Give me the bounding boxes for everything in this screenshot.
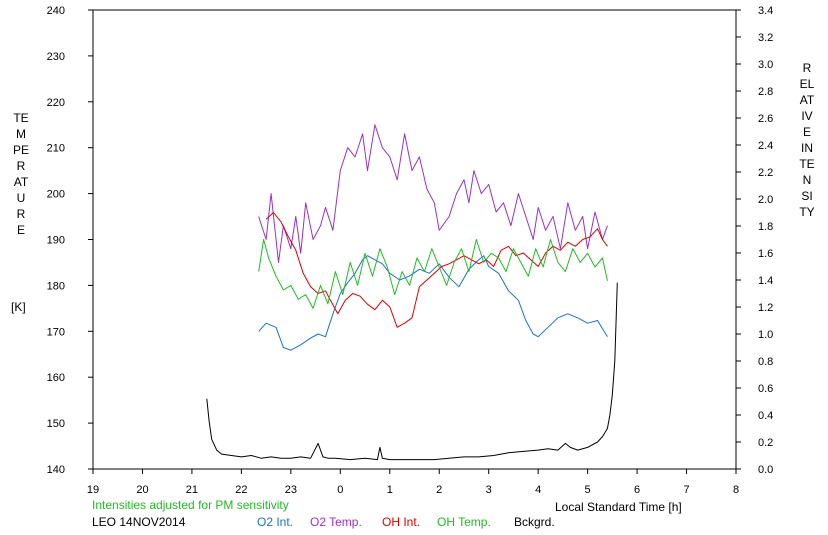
right-tick-label: 1.2: [758, 302, 773, 314]
right-tick-label: 2.6: [758, 113, 773, 125]
legend-o2-temp: O2 Temp.: [310, 515, 362, 529]
right-tick-label: 1.0: [758, 329, 773, 341]
right-tick-label: 2.4: [758, 140, 773, 152]
x-tick-label: 21: [186, 484, 198, 496]
x-tick-label: 8: [733, 484, 739, 496]
pm-sensitivity-note: Intensities adjusted for PM sensitivity: [92, 498, 289, 512]
right-tick-label: 2.8: [758, 86, 773, 98]
right-tick-label: 0.8: [758, 356, 773, 368]
x-tick-label: 19: [87, 484, 99, 496]
left-axis-label: TEMPERATURE: [13, 111, 30, 237]
x-tick-label: 20: [136, 484, 148, 496]
left-tick-label: 210: [47, 143, 65, 155]
x-tick-label: 2: [436, 484, 442, 496]
series-line-oh-int: [265, 212, 608, 328]
left-tick-label: 190: [47, 235, 65, 247]
legend-o2-int: O2 Int.: [257, 515, 294, 529]
x-tick-label: 3: [486, 484, 492, 496]
right-tick-label: 1.6: [758, 248, 773, 260]
x-tick-label: 1: [387, 484, 393, 496]
left-axis-unit: [K]: [11, 300, 26, 314]
x-tick-label: 23: [285, 484, 297, 496]
x-tick-label: 0: [337, 484, 343, 496]
station-date-label: LEO 14NOV2014: [92, 515, 186, 529]
left-tick-label: 180: [47, 280, 65, 292]
left-tick-label: 150: [47, 418, 65, 430]
right-tick-label: 1.4: [758, 275, 773, 287]
left-tick-label: 140: [47, 464, 65, 476]
legend-oh-temp: OH Temp.: [437, 515, 491, 529]
legend-bckgrd: Bckgrd.: [514, 515, 555, 529]
left-tick-label: 170: [47, 326, 65, 338]
plot-area: [92, 9, 737, 470]
legend-oh-int: OH Int.: [382, 515, 421, 529]
right-tick-label: 0.2: [758, 437, 773, 449]
right-tick-label: 0.6: [758, 383, 773, 395]
left-tick-label: 230: [47, 51, 65, 63]
right-tick-label: 3.0: [758, 59, 773, 71]
x-tick-label: 4: [535, 484, 541, 496]
x-tick-label: 6: [634, 484, 640, 496]
right-axis-label: RELATIVE INTENSITY: [799, 61, 815, 219]
right-tick-label: 3.4: [758, 5, 773, 17]
right-tick-label: 2.2: [758, 167, 773, 179]
series-line-o2-int: [258, 255, 608, 351]
right-tick-label: 1.8: [758, 221, 773, 233]
left-tick-label: 160: [47, 372, 65, 384]
x-axis-label: Local Standard Time [h]: [555, 500, 682, 514]
right-tick-label: 0.4: [758, 410, 773, 422]
left-tick-label: 200: [47, 189, 65, 201]
x-tick-label: 5: [585, 484, 591, 496]
right-tick-label: 3.2: [758, 32, 773, 44]
x-tick-label: 7: [683, 484, 689, 496]
left-tick-label: 220: [47, 97, 65, 109]
series-line-bckgrd: [206, 282, 618, 461]
x-tick-label: 22: [235, 484, 247, 496]
right-tick-label: 2.0: [758, 194, 773, 206]
series-line-o2-temp: [258, 124, 608, 263]
series-line-oh-temp: [258, 239, 608, 309]
left-tick-label: 240: [47, 5, 65, 17]
right-tick-label: 0.0: [758, 464, 773, 476]
